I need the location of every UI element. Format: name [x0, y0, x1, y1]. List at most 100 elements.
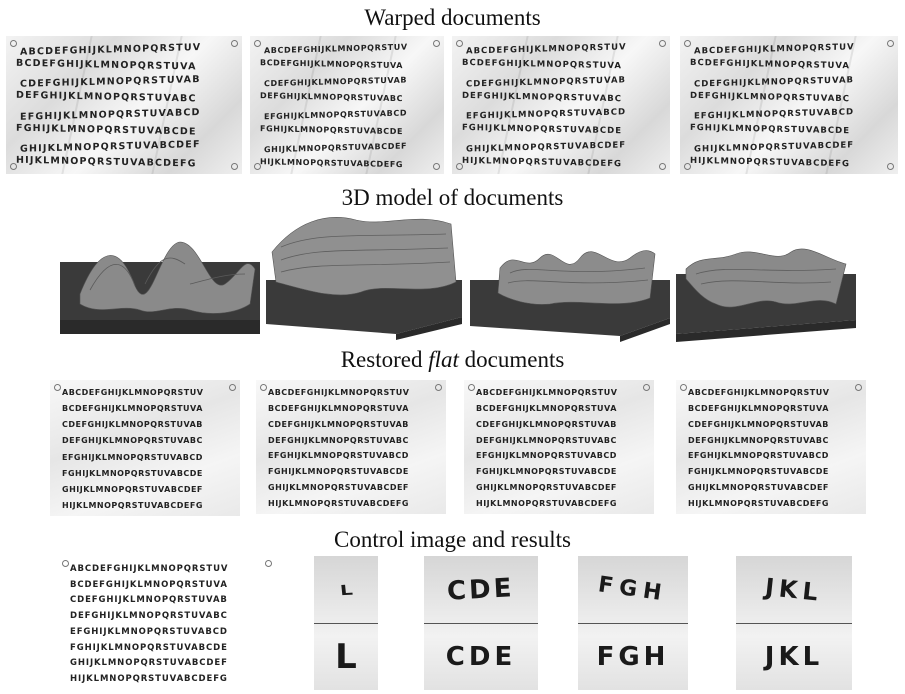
doc-line: HIJKLMNOPQRSTUVABCDEFG	[70, 673, 228, 684]
doc-line: BCDEFGHIJKLMNOPQRSTUVA	[260, 58, 404, 71]
doc-line: ABCDEFGHIJKLMNOPQRSTUV	[688, 388, 830, 397]
doc-line: BCDEFGHIJKLMNOPQRSTUVA	[70, 579, 228, 590]
restored-doc-1: ABCDEFGHIJKLMNOPQRSTUV BCDEFGHIJKLMNOPQR…	[50, 380, 240, 516]
doc-line: DEFGHIJKLMNOPQRSTUVABC	[476, 435, 617, 445]
title-restored-prefix: Restored	[340, 347, 429, 372]
crop-l: L L	[314, 556, 378, 690]
doc-line: CDEFGHIJKLMNOPQRSTUVAB	[476, 419, 617, 429]
crop-jkl-warped: JKL	[736, 556, 852, 624]
restored-doc-3: ABCDEFGHIJKLMNOPQRSTUV BCDEFGHIJKLMNOPQR…	[464, 380, 654, 514]
crop-l-restored: L	[314, 623, 378, 690]
crop-cde-warped: CDE	[424, 556, 538, 624]
doc-line: HIJKLMNOPQRSTUVABCDEFG	[462, 155, 623, 170]
doc-line: GHIJKLMNOPQRSTUVABCDEF	[476, 483, 617, 493]
doc-line: EFGHIJKLMNOPQRSTUVABCD	[688, 451, 829, 461]
crop-l-warped-text: L	[338, 580, 354, 599]
doc-line: GHIJKLMNOPQRSTUVABCDEF	[268, 483, 409, 493]
crop-l-restored-text: L	[335, 636, 357, 677]
doc-line: DEFGHIJKLMNOPQRSTUVABC	[70, 611, 228, 622]
warped-doc-2: ABCDEFGHIJKLMNOPQRSTUV BCDEFGHIJKLMNOPQR…	[250, 36, 444, 174]
doc-line: EFGHIJKLMNOPQRSTUVABCD	[268, 451, 409, 461]
doc-line: GHIJKLMNOPQRSTUVABCDEF	[694, 140, 855, 155]
crop-fgh: FGH FGH	[578, 556, 688, 690]
doc-line: EFGHIJKLMNOPQRSTUVABCD	[476, 451, 617, 461]
doc-line: HIJKLMNOPQRSTUVABCDEFG	[260, 157, 404, 170]
model-1	[60, 241, 260, 334]
doc-line: CDEFGHIJKLMNOPQRSTUVAB	[466, 74, 627, 90]
doc-line: ABCDEFGHIJKLMNOPQRSTUV	[70, 564, 229, 574]
doc-line: EFGHIJKLMNOPQRSTUVABCD	[694, 107, 855, 122]
doc-line: HIJKLMNOPQRSTUVABCDEFG	[62, 500, 203, 510]
doc-line: HIJKLMNOPQRSTUVABCDEFG	[268, 498, 409, 508]
title-control: Control image and results	[334, 527, 571, 552]
doc-line: CDEFGHIJKLMNOPQRSTUVAB	[694, 74, 855, 90]
doc-line: DEFGHIJKLMNOPQRSTUVABC	[462, 90, 623, 105]
model-3	[470, 250, 670, 342]
doc-line: FGHIJKLMNOPQRSTUVABCDE	[268, 467, 409, 477]
doc-line: FGHIJKLMNOPQRSTUVABCDE	[70, 642, 228, 653]
doc-line: BCDEFGHIJKLMNOPQRSTUVA	[690, 58, 851, 72]
doc-line: HIJKLMNOPQRSTUVABCDEFG	[16, 154, 197, 170]
crop-cde: CDE CDE	[424, 556, 538, 690]
doc-line: CDEFGHIJKLMNOPQRSTUVAB	[70, 595, 228, 606]
doc-line: ABCDEFGHIJKLMNOPQRSTUV	[466, 42, 627, 57]
doc-line: FGHIJKLMNOPQRSTUVABCDE	[16, 122, 197, 138]
title-restored-italic: flat	[428, 347, 459, 372]
crop-fgh-restored-text: FGH	[596, 641, 670, 672]
doc-line: GHIJKLMNOPQRSTUVABCDEF	[70, 658, 228, 669]
doc-line: ABCDEFGHIJKLMNOPQRSTUV	[694, 42, 855, 57]
doc-line: EFGHIJKLMNOPQRSTUVABCD	[62, 452, 203, 462]
model-2	[266, 217, 462, 340]
doc-line: BCDEFGHIJKLMNOPQRSTUVA	[476, 403, 617, 413]
crop-jkl-restored: JKL	[736, 623, 852, 690]
restored-doc-2: ABCDEFGHIJKLMNOPQRSTUV BCDEFGHIJKLMNOPQR…	[256, 380, 446, 514]
doc-line: DEFGHIJKLMNOPQRSTUVABC	[260, 91, 404, 104]
doc-line: DEFGHIJKLMNOPQRSTUVABC	[62, 436, 203, 446]
warped-doc-3: ABCDEFGHIJKLMNOPQRSTUV BCDEFGHIJKLMNOPQR…	[452, 36, 670, 174]
doc-line: CDEFGHIJKLMNOPQRSTUVAB	[264, 75, 408, 89]
doc-line: HIJKLMNOPQRSTUVABCDEFG	[688, 498, 829, 508]
doc-line: FGHIJKLMNOPQRSTUVABCDE	[62, 468, 203, 478]
doc-line: EFGHIJKLMNOPQRSTUVABCD	[20, 106, 201, 123]
doc-line: CDEFGHIJKLMNOPQRSTUVAB	[268, 419, 409, 429]
doc-line: FGHIJKLMNOPQRSTUVABCDE	[462, 123, 623, 137]
doc-line: GHIJKLMNOPQRSTUVABCDEF	[20, 138, 201, 155]
doc-line: ABCDEFGHIJKLMNOPQRSTUV	[264, 42, 408, 56]
title-warped: Warped documents	[364, 5, 541, 30]
crop-cde-restored-text: CDE	[445, 641, 517, 672]
doc-line: DEFGHIJKLMNOPQRSTUVABC	[16, 90, 197, 105]
crop-jkl: JKL JKL	[736, 556, 852, 690]
doc-line: BCDEFGHIJKLMNOPQRSTUVA	[16, 57, 197, 73]
title-restored: Restored flat documents	[0, 348, 905, 371]
doc-line: EFGHIJKLMNOPQRSTUVABCD	[264, 108, 408, 121]
doc-line: DEFGHIJKLMNOPQRSTUVABC	[268, 435, 409, 445]
crop-jkl-restored-text: JKL	[764, 641, 824, 672]
doc-line: FGHIJKLMNOPQRSTUVABCDE	[260, 124, 404, 137]
crop-cde-warped-text: CDE	[446, 572, 516, 607]
doc-line: BCDEFGHIJKLMNOPQRSTUVA	[62, 404, 203, 414]
doc-line: BCDEFGHIJKLMNOPQRSTUVA	[688, 403, 829, 413]
doc-line: BCDEFGHIJKLMNOPQRSTUVA	[268, 403, 409, 413]
doc-line: DEFGHIJKLMNOPQRSTUVABC	[688, 435, 829, 445]
crop-fgh-warped-text: FGH	[596, 572, 670, 607]
doc-line: ABCDEFGHIJKLMNOPQRSTUV	[268, 388, 410, 397]
doc-line: ABCDEFGHIJKLMNOPQRSTUV	[476, 388, 618, 397]
doc-line: ABCDEFGHIJKLMNOPQRSTUV	[20, 42, 202, 58]
doc-line: CDEFGHIJKLMNOPQRSTUVAB	[688, 419, 829, 429]
doc-line: BCDEFGHIJKLMNOPQRSTUVA	[462, 58, 623, 72]
crop-jkl-warped-text: JKL	[763, 572, 825, 607]
doc-line: EFGHIJKLMNOPQRSTUVABCD	[466, 107, 627, 122]
doc-line: CDEFGHIJKLMNOPQRSTUVAB	[20, 74, 201, 91]
doc-line: HIJKLMNOPQRSTUVABCDEFG	[476, 498, 617, 508]
doc-line: GHIJKLMNOPQRSTUVABCDEF	[264, 141, 408, 154]
crop-fgh-warped: FGH	[578, 556, 688, 624]
crop-l-warped: L	[314, 556, 378, 624]
doc-line: CDEFGHIJKLMNOPQRSTUVAB	[62, 420, 203, 430]
title-3d-model: 3D model of documents	[341, 185, 564, 210]
crop-cde-restored: CDE	[424, 623, 538, 690]
doc-line: GHIJKLMNOPQRSTUVABCDEF	[466, 140, 627, 155]
doc-line: GHIJKLMNOPQRSTUVABCDEF	[62, 484, 203, 494]
warped-doc-4: ABCDEFGHIJKLMNOPQRSTUV BCDEFGHIJKLMNOPQR…	[680, 36, 898, 174]
doc-line: FGHIJKLMNOPQRSTUVABCDE	[476, 467, 617, 477]
doc-line: FGHIJKLMNOPQRSTUVABCDE	[690, 123, 851, 137]
